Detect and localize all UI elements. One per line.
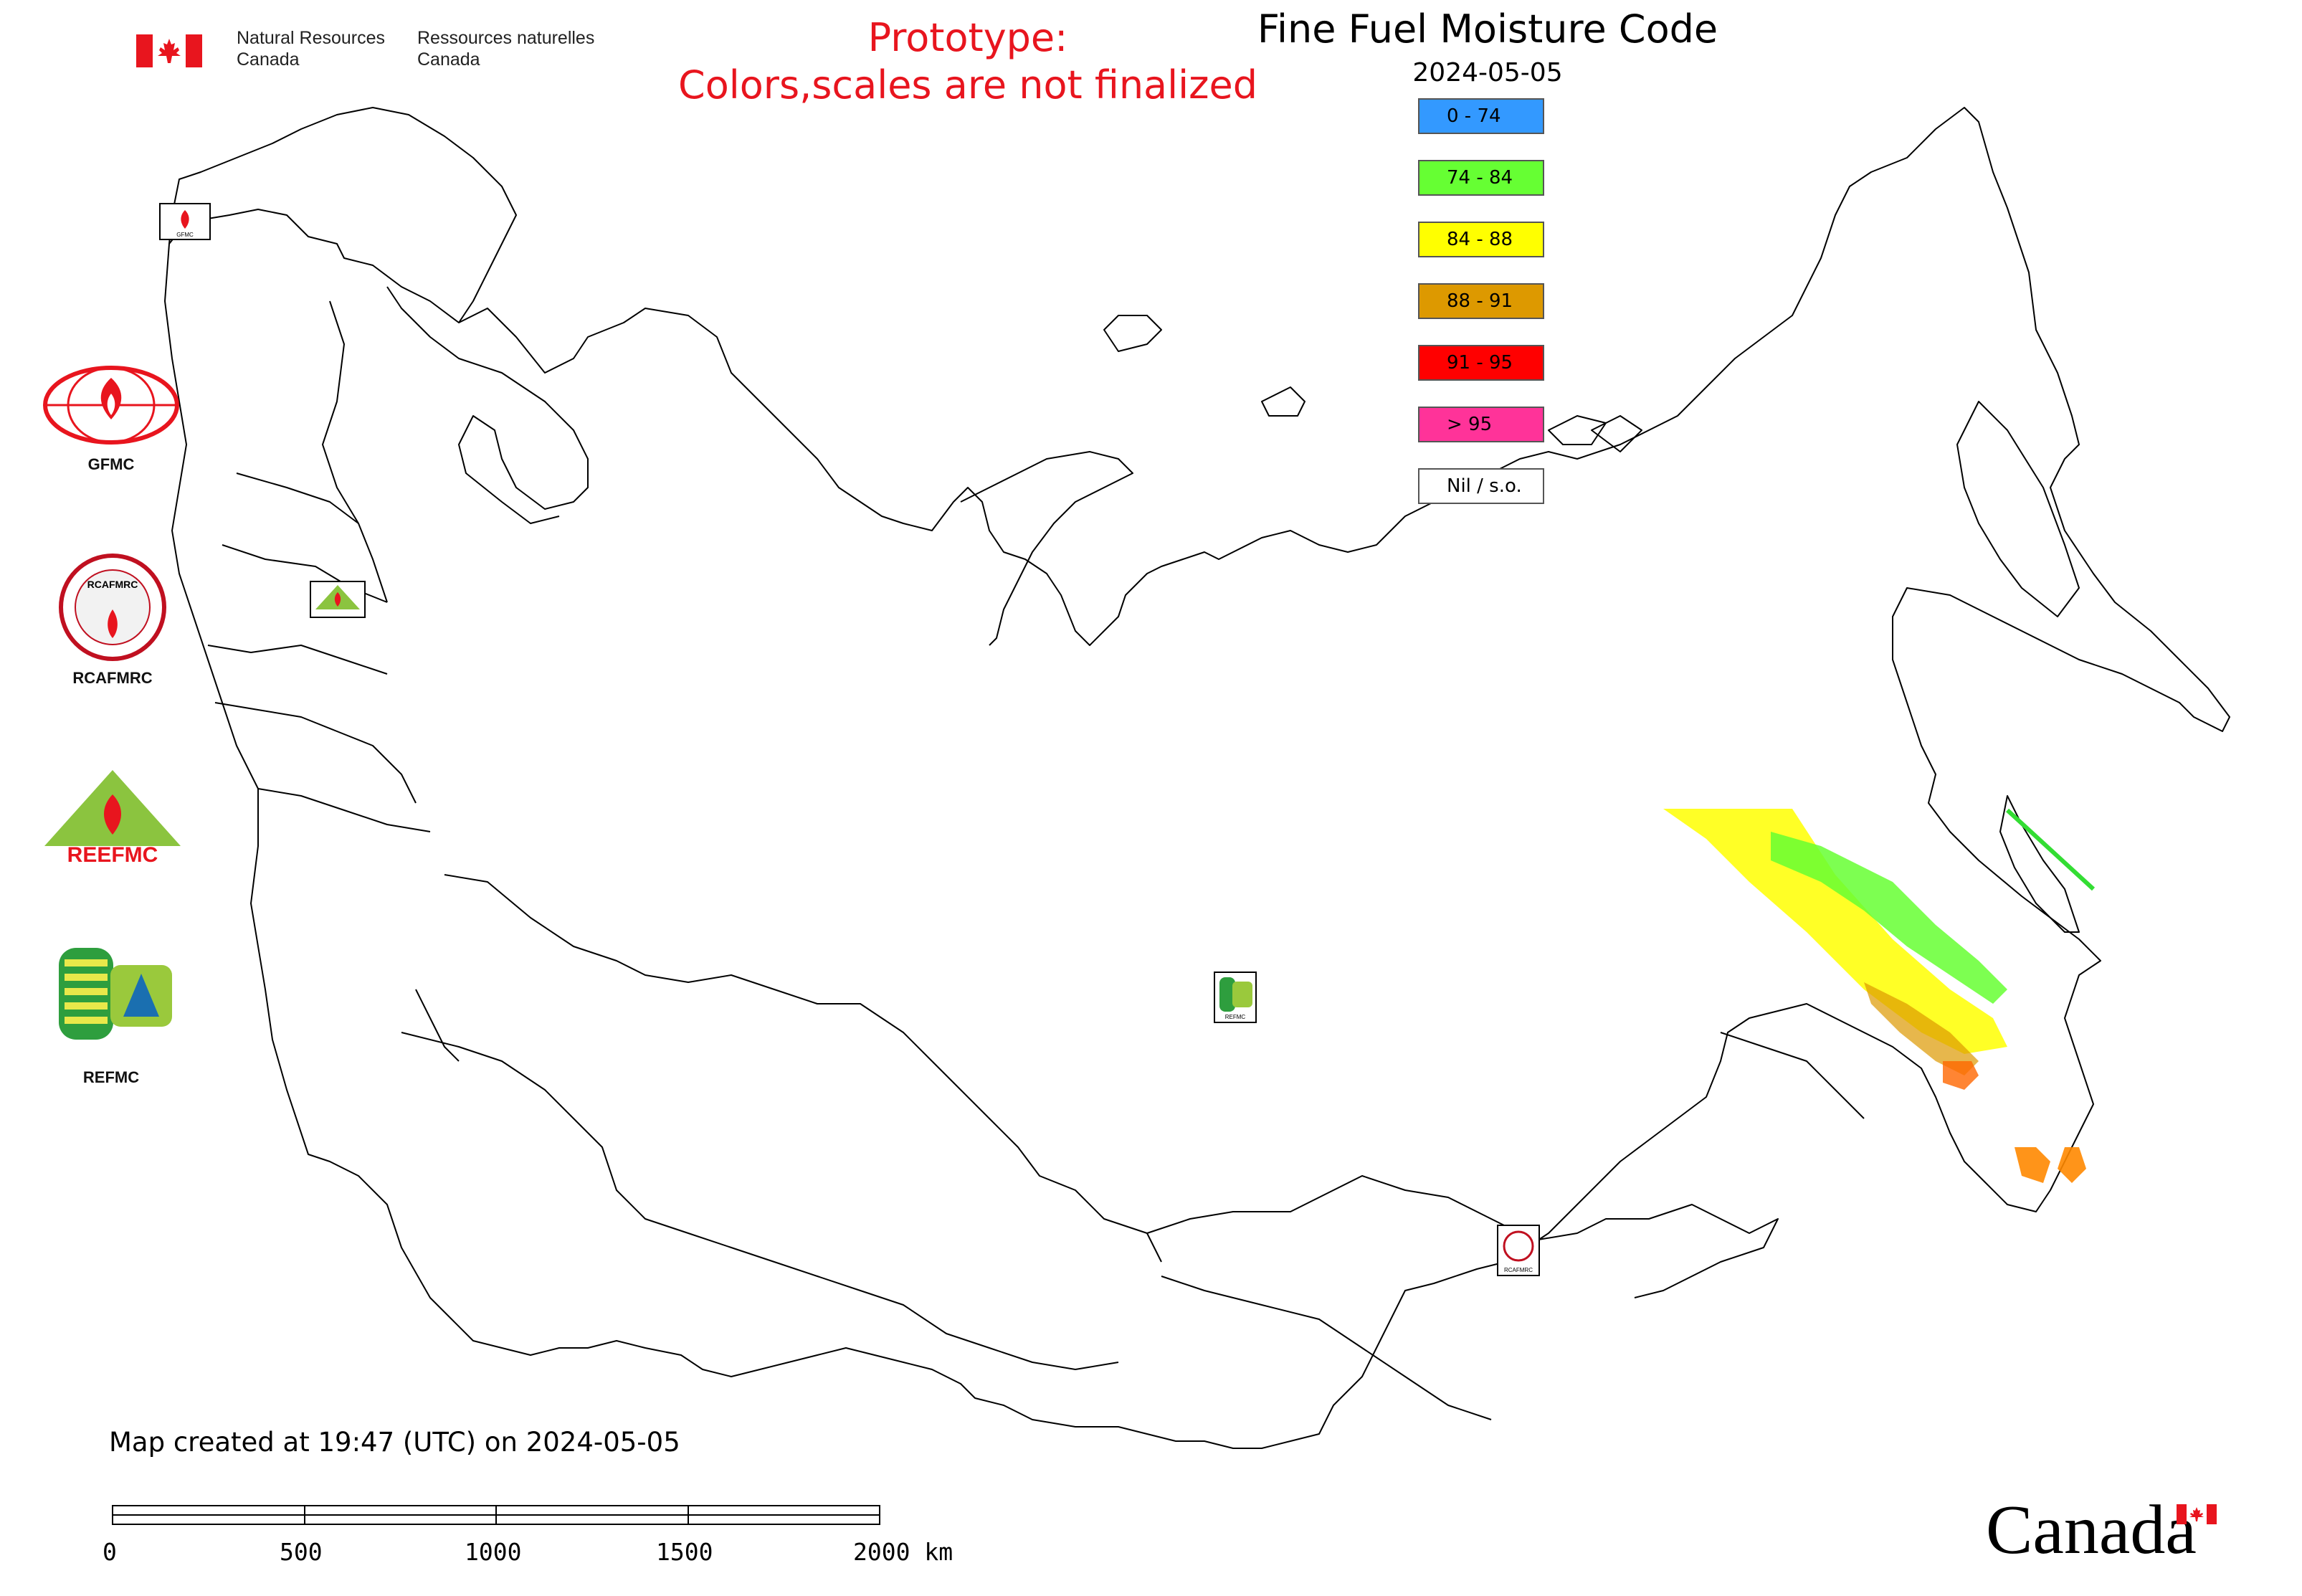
arctic-island-2 bbox=[1548, 415, 1607, 445]
legend-item-74-84: 74 - 84 bbox=[1418, 160, 1544, 196]
scale-label-1000: 1000 bbox=[465, 1538, 522, 1566]
border-mongolia-south bbox=[1161, 1276, 1492, 1420]
refmc-map-marker-label: REFMC bbox=[1225, 1014, 1246, 1020]
ffmc-band-coastal-2 bbox=[2058, 1147, 2086, 1183]
canada-flag-icon bbox=[136, 34, 202, 67]
border-black-sea bbox=[257, 788, 431, 832]
legend-label: 84 - 88 bbox=[1447, 229, 1513, 250]
refmc-label: REFMC bbox=[82, 1068, 140, 1086]
map-date: 2024-05-05 bbox=[1412, 58, 1563, 87]
rcafmrc-label: RCAFMRC bbox=[72, 669, 153, 687]
legend-item-nil: Nil / s.o. bbox=[1418, 468, 1544, 504]
ffmc-band-coastal-1 bbox=[2015, 1147, 2050, 1183]
arctic-island-3 bbox=[1591, 415, 1642, 452]
scale-label-0: 0 bbox=[103, 1538, 117, 1566]
gfmc-map-marker-icon: GFMC bbox=[159, 203, 211, 240]
canada-wordmark-flag-icon bbox=[2177, 1504, 2217, 1524]
rcafmrc-logo-icon: RCAFMRC bbox=[59, 554, 166, 661]
scale-bar bbox=[112, 1505, 880, 1525]
rcafmrc-map-marker-icon: RCAFMRC bbox=[1497, 1225, 1540, 1276]
landmass-outline bbox=[164, 107, 2230, 1449]
legend-item-95-plus: > 95 bbox=[1418, 407, 1544, 442]
reefmc-logo-icon: REEFMC bbox=[44, 770, 181, 867]
scandinavia-outline bbox=[168, 107, 517, 323]
legend-item-91-95: 91 - 95 bbox=[1418, 345, 1544, 381]
legend-label: 88 - 91 bbox=[1447, 290, 1513, 312]
gfmc-logo-icon bbox=[43, 366, 179, 445]
border-finland-russia bbox=[322, 300, 388, 603]
reefmc-map-marker-icon bbox=[310, 581, 366, 618]
refmc-map-marker-icon: REFMC bbox=[1214, 972, 1257, 1023]
legend-label: 74 - 84 bbox=[1447, 167, 1513, 189]
ffmc-band-91-95 bbox=[1943, 1061, 1979, 1090]
arctic-island-1 bbox=[1261, 386, 1305, 417]
border-far-east bbox=[1720, 1032, 1865, 1119]
ffmc-band-88-91 bbox=[1864, 982, 1979, 1075]
canada-wordmark: Canada bbox=[1986, 1491, 2197, 1569]
kamchatka bbox=[1956, 401, 2080, 617]
legend-item-0-74: 0 - 74 bbox=[1418, 98, 1544, 134]
gfmc-map-marker-label: GFMC bbox=[176, 232, 194, 238]
reefmc-logo-wordmark: REEFMC bbox=[67, 843, 158, 867]
legend-item-84-88: 84 - 88 bbox=[1418, 222, 1544, 257]
border-mongolia bbox=[1146, 1175, 1779, 1298]
ffmc-band-84-88 bbox=[1663, 809, 2007, 1054]
nrcan-french-name: Ressources naturelles Canada bbox=[417, 28, 595, 70]
map-title: Fine Fuel Moisture Code bbox=[1257, 6, 1718, 52]
rcafmrc-map-marker-label: RCAFMRC bbox=[1504, 1267, 1533, 1273]
ffmc-band-74-84 bbox=[1771, 832, 2007, 1004]
severnaya-zemlya bbox=[1103, 315, 1162, 352]
refmc-logo-icon bbox=[59, 948, 172, 1040]
legend-label: Nil / s.o. bbox=[1447, 475, 1522, 497]
border-belarus-ukraine bbox=[214, 702, 417, 804]
kola-coast bbox=[386, 286, 589, 524]
scale-label-1500: 1500 bbox=[656, 1538, 713, 1566]
scale-label-500: 500 bbox=[280, 1538, 323, 1566]
prototype-line-2: Colors,scales are not finalized bbox=[678, 62, 1257, 108]
sakhalin bbox=[1999, 795, 2080, 933]
prototype-notice: Prototype: Colors,scales are not finaliz… bbox=[645, 14, 1290, 109]
gfmc-label: GFMC bbox=[87, 455, 135, 473]
novaya-zemlya bbox=[960, 451, 1133, 646]
legend-label: 91 - 95 bbox=[1447, 352, 1513, 374]
scale-label-2000: 2000 km bbox=[853, 1538, 953, 1566]
ffmc-data-band bbox=[1663, 808, 2096, 1183]
border-caspian bbox=[415, 989, 460, 1062]
legend-label: 0 - 74 bbox=[1447, 105, 1501, 127]
prototype-line-1: Prototype: bbox=[867, 15, 1068, 60]
ffmc-band-kamchatka bbox=[2005, 808, 2096, 891]
legend-item-88-91: 88 - 91 bbox=[1418, 283, 1544, 319]
legend-label: > 95 bbox=[1447, 414, 1493, 435]
border-central-asia bbox=[401, 1032, 1119, 1370]
map-created-timestamp: Map created at 19:47 (UTC) on 2024-05-05 bbox=[109, 1427, 680, 1458]
border-kazakhstan bbox=[444, 874, 1162, 1263]
border-baltic bbox=[207, 472, 388, 675]
nrcan-english-name: Natural Resources Canada bbox=[237, 28, 386, 70]
rcafmrc-ring-text: RCAFMRC bbox=[87, 579, 138, 590]
